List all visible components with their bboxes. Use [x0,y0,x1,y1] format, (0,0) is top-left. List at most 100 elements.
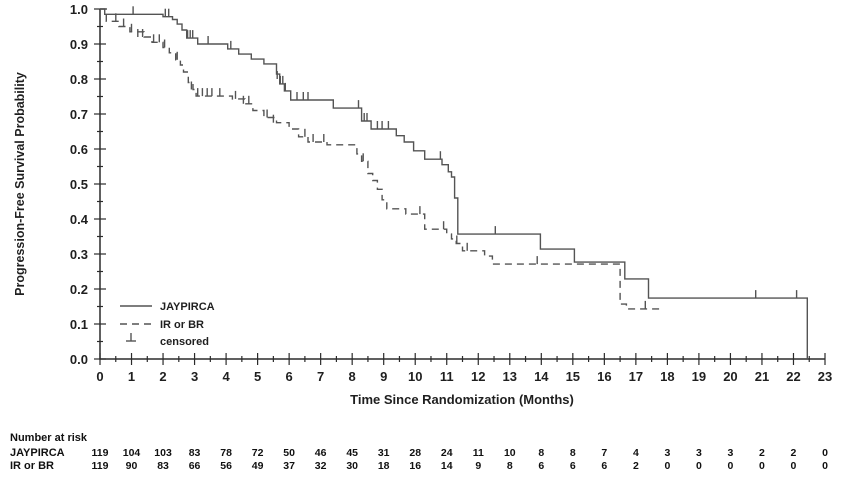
x-tick-label: 2 [159,369,166,384]
y-tick-label: 0.2 [70,282,88,297]
y-tick-label: 0.3 [70,247,88,262]
x-tick-label: 8 [349,369,356,384]
risk-value: 32 [315,460,327,472]
risk-value: 0 [759,460,765,472]
risk-value: 45 [346,447,358,459]
risk-value: 56 [220,460,232,472]
y-tick-label: 0.6 [70,142,88,157]
x-axis-title: Time Since Randomization (Months) [350,392,574,407]
x-tick-label: 0 [96,369,103,384]
legend-ir-or-br-label: IR or BR [160,319,204,331]
risk-value: 119 [92,447,109,459]
x-tick-label: 9 [380,369,387,384]
number-at-risk-table: Number at risk JAYPIRCA IR or BR 119 104 1… [10,432,828,472]
y-tick-label: 0.1 [70,317,88,332]
jaypirca-curve-group [100,6,808,359]
risk-value: 2 [791,447,797,459]
y-axis-title: Progression-Free Survival Probability [13,72,27,296]
x-tick-label: 23 [818,369,832,384]
risk-value: 10 [504,447,516,459]
risk-value: 14 [441,460,453,472]
x-tick-label: 5 [254,369,261,384]
ir-or-br-curve-group [100,8,661,310]
x-tick-label: 11 [440,369,454,384]
x-tick-label: 21 [755,369,769,384]
risk-value: 31 [378,447,390,459]
x-tick-label: 22 [786,369,800,384]
risk-value: 2 [759,447,765,459]
risk-value: 50 [283,447,295,459]
x-tick-label: 19 [692,369,706,384]
risk-value: 18 [378,460,390,472]
risk-value: 6 [570,460,576,472]
x-tick-label: 14 [534,369,549,384]
legend-jaypirca-label: JAYPIRCA [160,301,215,313]
risk-row-label-jaypirca: JAYPIRCA [10,447,65,459]
x-tick-label: 10 [408,369,422,384]
risk-value: 0 [791,460,797,472]
risk-value: 0 [728,460,734,472]
risk-value: 11 [473,447,484,459]
risk-value: 24 [441,447,453,459]
risk-value: 49 [252,460,264,472]
x-tick-label: 6 [286,369,293,384]
x-tick-label: 20 [723,369,737,384]
legend: JAYPIRCA IR or BR censored [120,301,215,348]
risk-value: 8 [538,447,544,459]
risk-value: 119 [92,460,109,472]
risk-value: 28 [409,447,421,459]
x-tick-label: 1 [128,369,135,384]
legend-censored-label: censored [160,336,209,348]
y-tick-label: 0.5 [70,177,88,192]
risk-value: 3 [664,447,670,459]
x-tick-label: 7 [317,369,324,384]
x-tick-label: 15 [566,369,580,384]
risk-value: 0 [822,447,828,459]
risk-value: 6 [538,460,544,472]
risk-value: 0 [664,460,670,472]
risk-row-label-ir-or-br: IR or BR [10,460,54,472]
risk-value: 78 [220,447,232,459]
axes: 0 1 2 3 4 5 6 7 8 9 10 11 12 13 14 15 16 17 18 19 20 21 22 230.… [70,2,832,384]
jaypirca-curve [100,8,808,359]
risk-value: 2 [633,460,639,472]
risk-value: 37 [283,460,295,472]
risk-value: 8 [507,460,513,472]
x-tick-label: 4 [222,369,230,384]
risk-value: 104 [123,447,141,459]
risk-value: 6 [601,460,607,472]
y-tick-label: 1.0 [70,2,88,17]
y-tick-label: 0.4 [70,212,89,227]
y-tick-label: 0.0 [70,352,88,367]
x-tick-label: 12 [471,369,485,384]
risk-value: 16 [409,460,421,472]
risk-table-title: Number at risk [10,432,88,444]
x-tick-label: 16 [597,369,611,384]
risk-value: 3 [696,447,702,459]
risk-value: 4 [633,447,639,459]
risk-value: 3 [728,447,734,459]
x-tick-label: 17 [629,369,643,384]
risk-value: 72 [252,447,264,459]
x-tick-label: 18 [660,369,674,384]
risk-values: 119 104 103 83 78 72 50 46 45 31 28 24 11 10 8 8 7 4 3 3 3 2 2… [92,447,829,472]
y-tick-label: 0.9 [70,37,88,52]
risk-value: 7 [601,447,607,459]
risk-value: 0 [822,460,828,472]
y-tick-label: 0.8 [70,72,88,87]
risk-value: 9 [475,460,481,472]
x-tick-label: 3 [191,369,198,384]
y-tick-label: 0.7 [70,107,88,122]
risk-value: 83 [157,460,169,472]
risk-value: 8 [570,447,576,459]
censored-tack-icon [126,333,136,342]
risk-value: 66 [189,460,201,472]
risk-value: 0 [696,460,702,472]
x-tick-label: 13 [503,369,517,384]
risk-value: 46 [315,447,327,459]
risk-value: 103 [154,447,172,459]
risk-value: 90 [126,460,138,472]
risk-value: 83 [189,447,201,459]
